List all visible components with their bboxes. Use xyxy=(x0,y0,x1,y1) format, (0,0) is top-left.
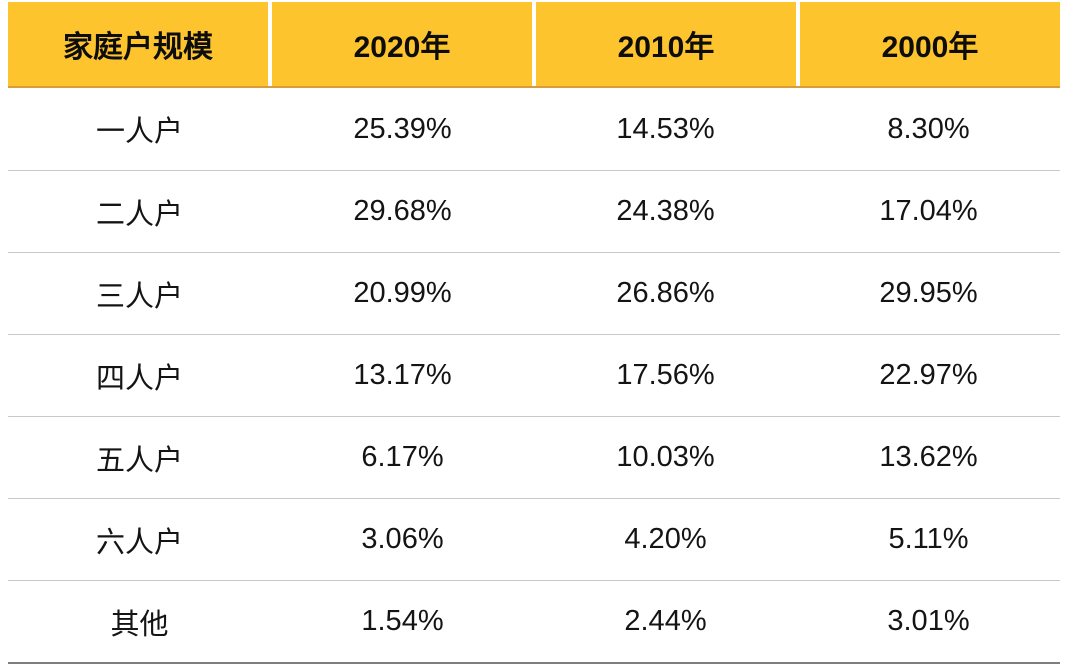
value-2000: 22.97% xyxy=(879,359,978,391)
value-2020: 13.17% xyxy=(353,359,452,391)
row-label: 三人户 xyxy=(95,280,183,313)
table-row-three-person: 三人户 20.99% 26.86% 29.95% xyxy=(8,252,1060,334)
value-2010: 2.44% xyxy=(624,605,707,637)
header-cell-2000: 2000年 xyxy=(800,2,1060,86)
table-header-row: 家庭户规模 2020年 2010年 2000年 xyxy=(8,2,1060,88)
header-cell-2010: 2010年 xyxy=(536,2,800,86)
row-label: 六人户 xyxy=(95,526,183,559)
table-row-four-person: 四人户 13.17% 17.56% 22.97% xyxy=(8,334,1060,416)
header-cell-household-size: 家庭户规模 xyxy=(8,2,272,86)
value-2020: 29.68% xyxy=(353,195,452,227)
value-2000: 13.62% xyxy=(879,441,978,473)
table-body: 一人户 25.39% 14.53% 8.30% 二人户 29.68% 24.38… xyxy=(8,88,1060,664)
value-2000: 8.30% xyxy=(887,112,970,145)
table-row-two-person: 二人户 29.68% 24.38% 17.04% xyxy=(8,170,1060,252)
value-2010: 17.56% xyxy=(616,359,715,391)
value-2010: 4.20% xyxy=(624,523,707,555)
table-row-other: 其他 1.54% 2.44% 3.01% xyxy=(8,580,1060,662)
table-row-six-person: 六人户 3.06% 4.20% 5.11% xyxy=(8,498,1060,580)
value-2020: 25.39% xyxy=(353,112,452,145)
household-size-table: 家庭户规模 2020年 2010年 2000年 一人户 25.39% 14.53… xyxy=(8,2,1060,664)
value-2010: 24.38% xyxy=(616,195,715,227)
row-label: 二人户 xyxy=(95,198,183,231)
value-2010: 14.53% xyxy=(616,112,715,145)
row-label: 其他 xyxy=(110,608,169,641)
table-row-five-person: 五人户 6.17% 10.03% 13.62% xyxy=(8,416,1060,498)
value-2000: 29.95% xyxy=(879,277,978,309)
value-2010: 26.86% xyxy=(616,277,715,309)
value-2020: 6.17% xyxy=(361,441,444,473)
value-2000: 5.11% xyxy=(888,523,969,555)
row-label: 五人户 xyxy=(95,444,183,477)
value-2020: 3.06% xyxy=(361,523,444,555)
table-row-one-person: 一人户 25.39% 14.53% 8.30% xyxy=(8,88,1060,170)
value-2000: 3.01% xyxy=(887,605,970,637)
value-2020: 1.54% xyxy=(361,605,444,637)
value-2020: 20.99% xyxy=(353,277,452,309)
header-cell-2020: 2020年 xyxy=(272,2,536,86)
row-label: 一人户 xyxy=(95,116,183,148)
value-2010: 10.03% xyxy=(616,441,715,473)
row-label: 四人户 xyxy=(95,362,183,395)
value-2000: 17.04% xyxy=(879,195,978,227)
